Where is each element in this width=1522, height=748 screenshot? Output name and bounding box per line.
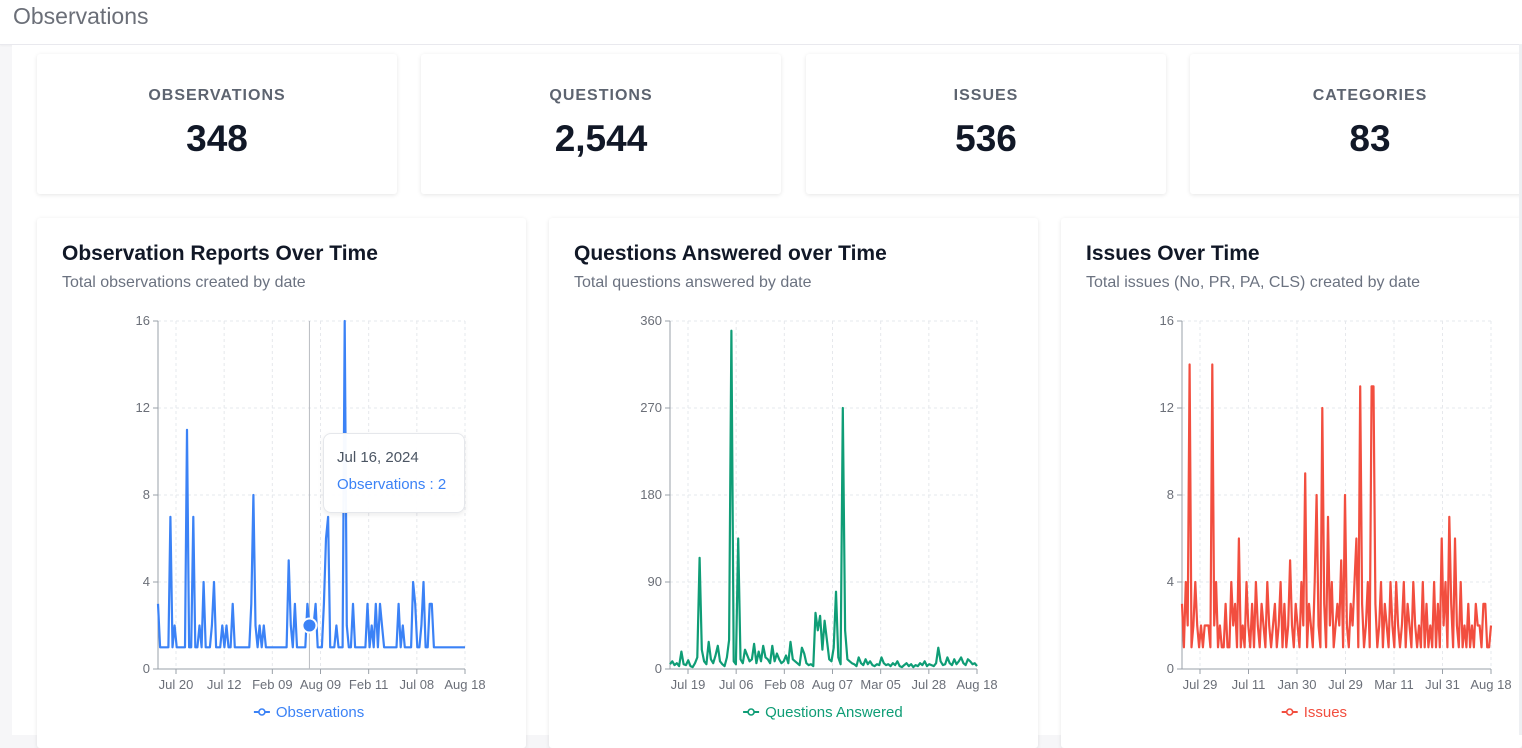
y-tick-label: 0 (143, 661, 150, 676)
series-line-questions-answered[interactable] (669, 329, 978, 669)
top-bar: Observations (0, 0, 1522, 45)
x-tick-label: Aug 07 (812, 677, 853, 692)
y-tick-label: 0 (655, 661, 662, 676)
chart-card-observations: Observation Reports Over Time Total obse… (37, 218, 526, 748)
chart-title: Issues Over Time (1086, 242, 1260, 265)
kpi-label: OBSERVATIONS (148, 87, 286, 104)
y-tick-label: 12 (136, 400, 150, 415)
legend-label[interactable]: Observations (276, 704, 364, 721)
y-tick-label: 8 (1167, 487, 1174, 502)
y-tick-label: 0 (1167, 661, 1174, 676)
x-tick-label: Aug 18 (956, 677, 997, 692)
x-tick-label: Jul 12 (207, 677, 242, 692)
chart-tooltip: Jul 16, 2024 Observations : 2 (323, 433, 465, 513)
chart-subtitle: Total observations created by date (62, 274, 306, 291)
x-tick-label: Aug 09 (300, 677, 341, 692)
y-tick-label: 16 (136, 313, 150, 328)
y-tick-label: 90 (648, 574, 662, 589)
x-tick-label: Jul 28 (911, 677, 946, 692)
kpi-label: QUESTIONS (549, 87, 653, 104)
chart-subtitle: Total questions answered by date (574, 274, 812, 291)
y-tick-label: 4 (143, 574, 150, 589)
chart-title: Questions Answered over Time (574, 242, 887, 265)
x-tick-label: Aug 18 (1470, 677, 1511, 692)
kpi-label: ISSUES (953, 87, 1019, 104)
kpi-value: 536 (955, 118, 1017, 159)
legend-dot-icon (747, 708, 755, 716)
legend-dot-icon (1285, 708, 1294, 716)
legend-dot-icon (258, 708, 266, 716)
chart-card-questions: Questions Answered over Time Total quest… (549, 218, 1038, 748)
legend-label[interactable]: Questions Answered (765, 704, 903, 721)
kpi-card-questions: QUESTIONS 2,544 (421, 54, 781, 194)
x-tick-label: Jan 30 (1277, 677, 1316, 692)
active-data-point[interactable] (301, 617, 318, 634)
x-tick-label: Feb 09 (252, 677, 292, 692)
y-tick-label: 4 (1167, 574, 1174, 589)
kpi-value: 348 (186, 118, 248, 159)
y-tick-label: 8 (143, 487, 150, 502)
kpi-value: 2,544 (554, 118, 648, 159)
chart-card-issues: Issues Over Time Total issues (No, PR, P… (1061, 218, 1522, 748)
x-tick-label: Jul 08 (399, 677, 434, 692)
x-tick-label: Feb 08 (764, 677, 804, 692)
x-tick-label: Jul 20 (159, 677, 194, 692)
questions-chart[interactable]: 0 90 180 270 360 Jul 19 Jul 06 Feb 08 Aug 07 Mar … (549, 218, 1038, 738)
y-tick-label: 16 (1160, 313, 1174, 328)
kpi-card-observations: OBSERVATIONS 348 (37, 54, 397, 194)
x-tick-label: Aug 18 (444, 677, 485, 692)
x-tick-label: Mar 05 (860, 677, 900, 692)
x-tick-label: Mar 11 (1374, 677, 1414, 692)
page-title: Observations (13, 3, 149, 29)
tooltip-date: Jul 16, 2024 (337, 449, 419, 466)
dashboard-content: OBSERVATIONS 348 QUESTIONS 2,544 ISSUES … (12, 45, 1522, 748)
x-tick-label: Feb 11 (349, 677, 389, 692)
y-tick-label: 270 (640, 400, 662, 415)
kpi-value: 83 (1349, 118, 1391, 159)
issues-chart[interactable]: 0 4 8 12 16 Jul 29 Jul 11 Jan 30 Jul 29 Mar 11 Jul… (1061, 218, 1522, 738)
legend-label[interactable]: Issues (1304, 704, 1347, 721)
scrollbar[interactable] (1519, 44, 1522, 735)
y-tick-label: 180 (640, 487, 662, 502)
chart-title: Observation Reports Over Time (62, 242, 378, 265)
x-tick-label: Jul 19 (671, 677, 706, 692)
chart-subtitle: Total issues (No, PR, PA, CLS) created b… (1086, 274, 1421, 291)
kpi-card-issues: ISSUES 536 (806, 54, 1166, 194)
series-line-issues[interactable] (1180, 363, 1493, 649)
x-tick-label: Jul 29 (1183, 677, 1218, 692)
x-tick-label: Jul 31 (1425, 677, 1460, 692)
tooltip-value: Observations : 2 (337, 476, 447, 493)
y-tick-label: 12 (1160, 400, 1174, 415)
kpi-label: CATEGORIES (1312, 87, 1428, 104)
x-tick-label: Jul 29 (1328, 677, 1363, 692)
x-tick-label: Jul 06 (719, 677, 754, 692)
kpi-card-categories: CATEGORIES 83 (1190, 54, 1522, 194)
x-tick-label: Jul 11 (1232, 677, 1266, 692)
y-tick-label: 360 (640, 313, 662, 328)
